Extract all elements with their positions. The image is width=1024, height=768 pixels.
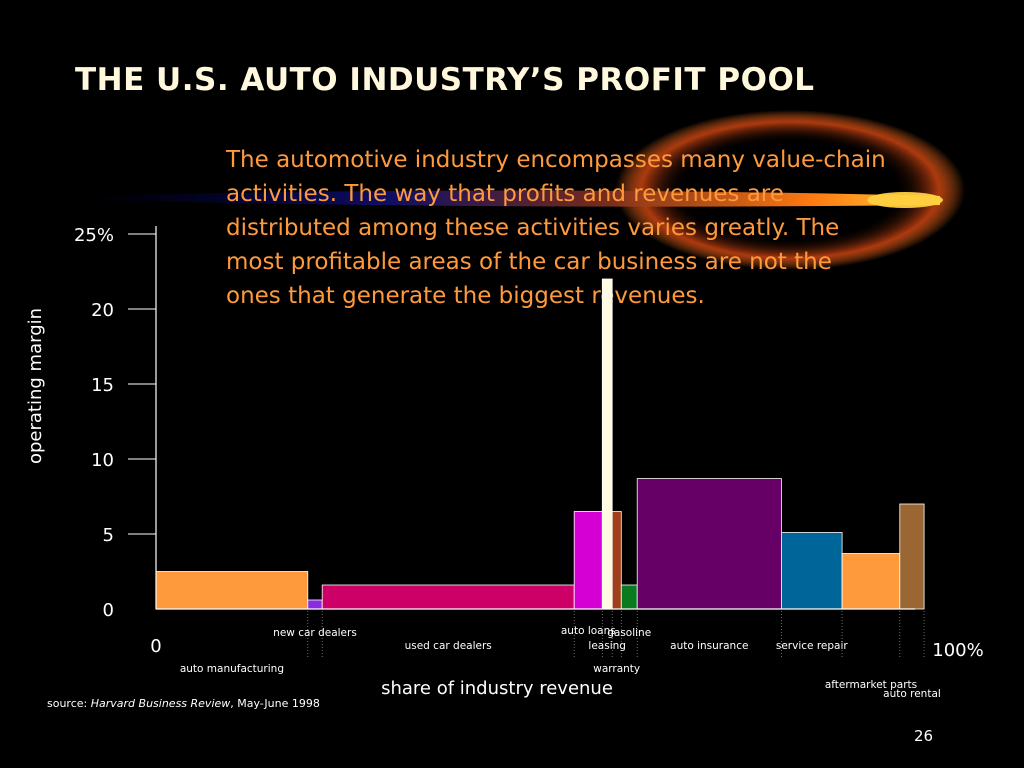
x-tick-label-100: 100% [932, 640, 983, 661]
bar-warranty [612, 512, 621, 610]
bar-aftermarket-parts [842, 554, 900, 610]
y-tick-label-25: 25% [74, 225, 114, 246]
y-ticks-group [128, 234, 156, 534]
bar-auto-insurance [637, 479, 781, 610]
category-label-leasing: leasing [588, 640, 626, 652]
bar-gasoline [621, 585, 637, 609]
bars-group [156, 279, 924, 609]
y-axis-title: operating margin [25, 308, 46, 464]
category-label-used-car-dealers: used car dealers [405, 640, 492, 652]
bar-service-repair [781, 533, 842, 610]
bar-leasing [602, 279, 612, 609]
bar-used-car-dealers [322, 585, 574, 609]
profit-pool-chart: 0 5 10 15 20 25% auto manufacturing new car de… [0, 0, 1024, 768]
category-label-auto-insurance: auto insurance [670, 640, 748, 652]
bar-auto-rental [900, 504, 924, 609]
source-citation: source: Harvard Business Review, May-Jun… [47, 697, 320, 710]
category-label-new-car-dealers: new car dealers [273, 627, 357, 639]
x-axis-title: share of industry revenue [381, 678, 613, 699]
category-label-gasoline: gasoline [607, 627, 651, 639]
y-tick-label-0: 0 [103, 600, 114, 621]
y-tick-label-5: 5 [103, 525, 114, 546]
category-label-auto-manufacturing: auto manufacturing [180, 663, 284, 675]
category-label-warranty: warranty [593, 663, 640, 675]
bar-auto-manufacturing [156, 572, 308, 610]
category-label-service-repair: service repair [776, 640, 849, 652]
y-tick-label-10: 10 [91, 450, 114, 471]
y-tick-label-15: 15 [91, 375, 114, 396]
category-label-auto-rental: auto rental [883, 688, 941, 700]
source-suffix: , May-June 1998 [230, 697, 320, 710]
bar-auto-loans [574, 512, 602, 610]
y-tick-labels-group: 0 5 10 15 20 25% [74, 225, 114, 621]
page-number: 26 [914, 727, 933, 745]
source-publication: Harvard Business Review [91, 697, 231, 710]
source-prefix: source: [47, 697, 91, 710]
x-tick-label-0: 0 [150, 636, 161, 657]
y-tick-label-20: 20 [91, 300, 114, 321]
bar-new-car-dealers [308, 600, 322, 609]
